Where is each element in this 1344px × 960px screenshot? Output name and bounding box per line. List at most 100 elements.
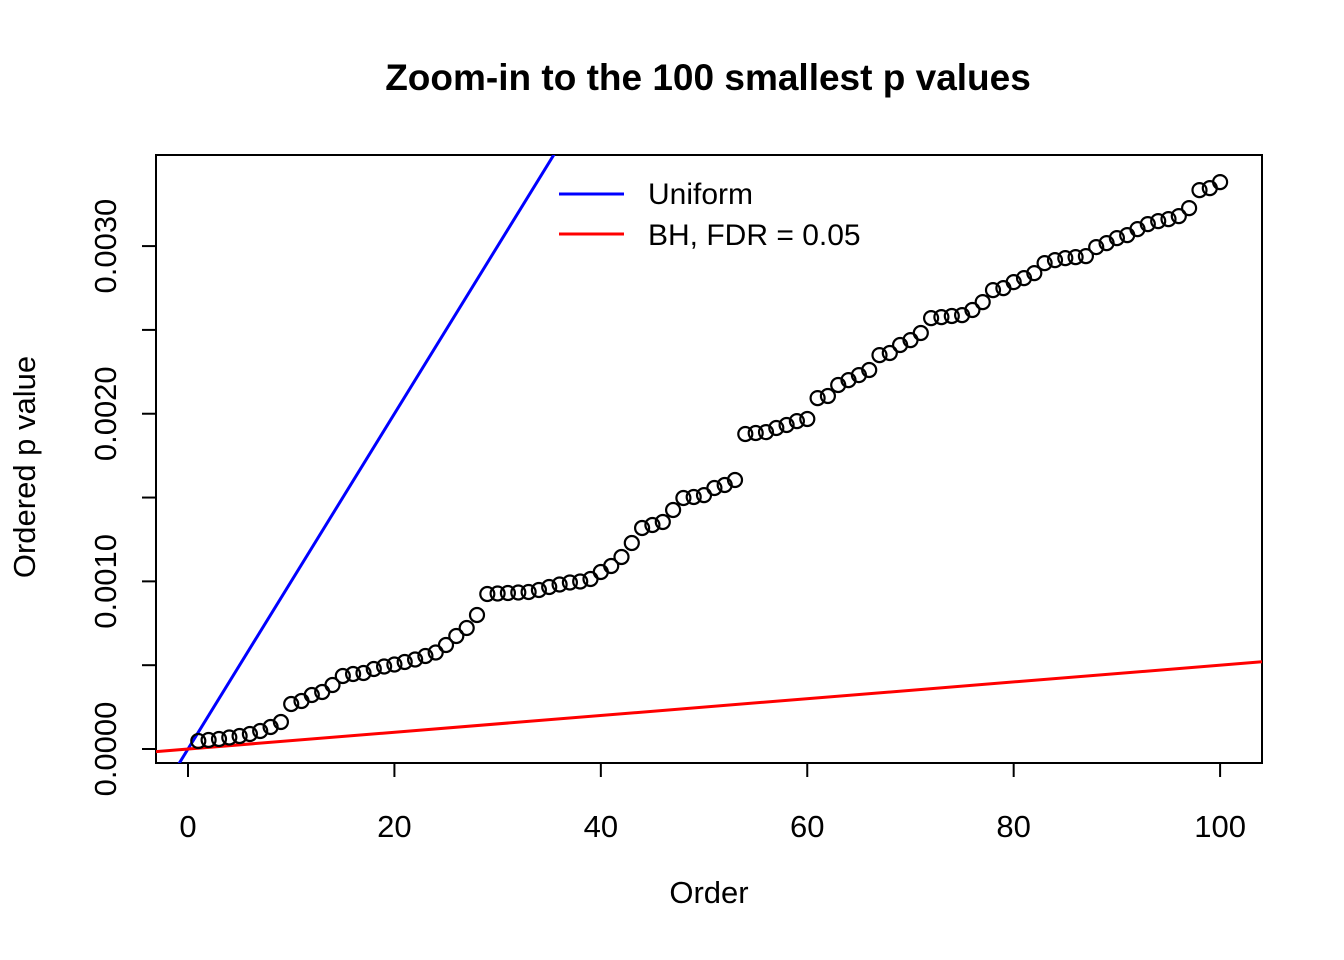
data-point: [685, 488, 702, 506]
data-point: [623, 534, 640, 552]
data-point: [799, 410, 816, 428]
y-tick-label: 0.0010: [88, 534, 123, 629]
data-point: [530, 581, 548, 599]
data-point: [200, 731, 217, 749]
data-point: [334, 667, 351, 685]
data-point: [241, 725, 258, 743]
data-point: [747, 424, 764, 442]
data-point: [871, 347, 888, 364]
data-point: [1160, 211, 1177, 228]
data-point: [1139, 216, 1156, 233]
data-point: [1057, 250, 1074, 267]
x-tick-label: 0: [179, 809, 196, 844]
data-point: [231, 727, 248, 745]
legend: Uniform BH, FDR = 0.05: [559, 178, 861, 252]
data-point: [861, 361, 878, 379]
data-point: [437, 636, 455, 654]
data-point: [365, 660, 382, 678]
data-point: [644, 516, 661, 534]
data-point: [572, 573, 589, 590]
data-point: [984, 282, 1002, 299]
data-point: [1046, 252, 1064, 269]
data-point: [1067, 249, 1084, 266]
data-point: [489, 585, 506, 602]
plot-box: [155, 154, 1263, 764]
data-point: [458, 619, 475, 637]
data-point: [788, 413, 806, 430]
data-point: [675, 489, 692, 507]
data-point: [1108, 230, 1126, 247]
data-point: [633, 519, 651, 537]
y-tick-label: 0.0030: [88, 199, 123, 294]
data-point: [499, 584, 516, 602]
data-point: [396, 653, 413, 671]
x-tick-label: 80: [996, 809, 1030, 844]
data-point: [922, 310, 940, 327]
chart-title: Zoom-in to the 100 smallest p values: [385, 57, 1031, 98]
x-tick-label: 60: [790, 809, 824, 844]
data-point: [964, 301, 981, 319]
data-point: [943, 307, 960, 325]
data-point: [1180, 200, 1198, 217]
axis-ticks: 0 20 40 60 80 100 0.0000 0.0010 0.0020 0.0030: [88, 199, 1246, 844]
data-point: [830, 376, 847, 394]
data-point: [417, 647, 434, 665]
data-point: [737, 425, 754, 443]
legend-label-bh: BH, FDR = 0.05: [648, 219, 861, 252]
data-point: [819, 387, 837, 405]
data-point: [376, 658, 393, 675]
data-point: [190, 732, 207, 750]
y-tick-label: 0.0020: [88, 366, 123, 461]
data-point: [974, 294, 991, 311]
data-point: [510, 584, 527, 601]
data-point: [1077, 248, 1095, 265]
data-point: [726, 471, 744, 489]
data-point: [768, 419, 785, 437]
data-point: [757, 424, 775, 441]
ref-line-bh: [156, 660, 1262, 754]
data-point: [603, 557, 620, 575]
data-point: [324, 676, 341, 694]
data-point: [427, 644, 444, 661]
data-point: [520, 583, 537, 601]
data-point: [933, 309, 950, 326]
y-axis-title: Ordered p value: [7, 356, 42, 578]
data-point: [654, 513, 671, 531]
data-point: [272, 713, 289, 731]
data-point: [210, 730, 228, 748]
data-point: [592, 563, 609, 581]
data-point: [448, 627, 465, 645]
data-point: [479, 585, 496, 603]
data-point: [252, 722, 269, 740]
data-point: [912, 324, 929, 342]
x-tick-label: 40: [584, 809, 618, 844]
data-point: [1191, 182, 1208, 199]
data-point: [1211, 174, 1229, 191]
data-point: [706, 479, 723, 497]
data-point: [468, 606, 486, 624]
data-point: [881, 344, 898, 362]
data-point: [1026, 265, 1043, 282]
data-point: [809, 390, 826, 407]
reference-lines: [156, 155, 1262, 763]
ref-line-uniform: [177, 155, 556, 763]
data-point: [345, 665, 362, 683]
data-point: [1005, 274, 1022, 291]
x-tick-label: 20: [377, 809, 411, 844]
x-axis-title: Order: [669, 875, 748, 910]
data-point: [1150, 213, 1167, 230]
data-point: [613, 548, 630, 566]
data-point: [303, 686, 320, 704]
scatter-points: [190, 174, 1229, 750]
data-point: [551, 576, 568, 593]
data-point: [1088, 239, 1105, 256]
legend-label-uniform: Uniform: [648, 178, 753, 211]
data-point: [386, 656, 403, 673]
data-point: [1170, 208, 1187, 225]
y-tick-label: 0.0000: [88, 702, 123, 797]
data-point: [541, 578, 558, 596]
data-point: [561, 574, 579, 591]
data-point: [778, 416, 795, 434]
